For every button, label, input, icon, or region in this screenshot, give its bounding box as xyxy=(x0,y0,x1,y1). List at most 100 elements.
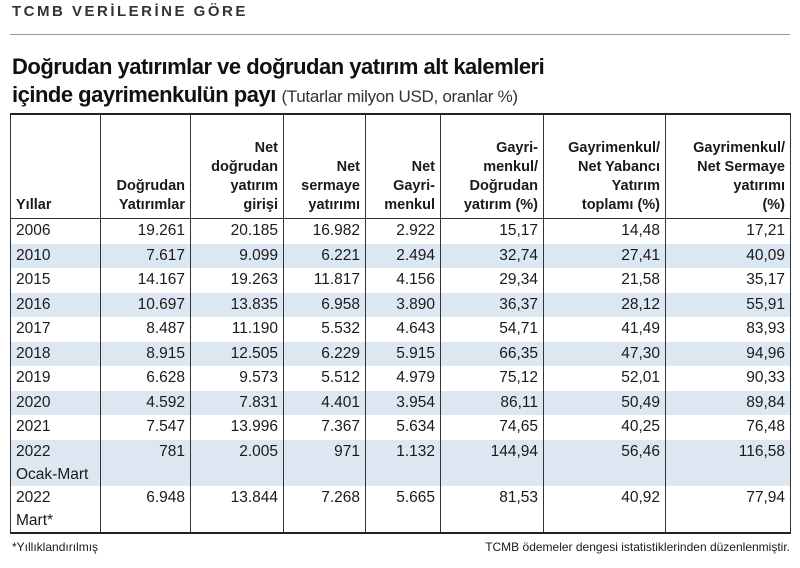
cell-text: (%) xyxy=(762,197,785,213)
cell-text: Doğrudan xyxy=(116,178,185,194)
cell-text: yatırım xyxy=(230,178,278,194)
cell-text: Yıllar xyxy=(16,197,52,213)
cell-text: Mart* xyxy=(16,511,54,529)
value-cell: 47,30 xyxy=(543,341,666,366)
cell-text: girişi xyxy=(243,197,278,213)
value-cell: 11.817 xyxy=(283,268,366,293)
value-cell: 28,12 xyxy=(543,292,666,317)
value-cell: 52,01 xyxy=(543,366,666,391)
value-cell: 8.915 xyxy=(100,341,191,366)
cell-text: yatırım (%) xyxy=(463,197,538,213)
value-cell: 56,46 xyxy=(543,439,666,486)
year-cell: 2018 xyxy=(10,341,101,366)
table-row: 2018 8.915 12.505 6.229 5.915 66,35 47,30 94,96 xyxy=(10,341,791,366)
value-cell: 5.512 xyxy=(283,366,366,391)
value-cell: 5.915 xyxy=(365,341,441,366)
value-cell: 54,71 xyxy=(440,317,544,342)
value-cell: 20.185 xyxy=(190,218,284,244)
value-cell: 76,48 xyxy=(665,415,791,440)
year-cell: 2022 Mart* xyxy=(10,485,101,534)
cell-text: Net xyxy=(336,159,360,175)
value-cell: 4.592 xyxy=(100,390,191,415)
year-cell: 2019 xyxy=(10,366,101,391)
value-cell: 2.005 xyxy=(190,439,284,486)
source: TCMB ödemeler dengesi istatistiklerinden… xyxy=(485,540,790,554)
value-cell: 50,49 xyxy=(543,390,666,415)
year-cell: 2006 xyxy=(10,218,101,244)
divider xyxy=(10,34,790,35)
kicker: TCMB VERİLERİNE GÖRE xyxy=(12,3,248,20)
column-header: Net Gayri-menkul xyxy=(365,113,441,219)
value-cell: 14.167 xyxy=(100,268,191,293)
subtitle: (Tutarlar milyon USD, oranlar %) xyxy=(281,87,518,106)
cell-text: toplamı (%) xyxy=(581,197,660,213)
value-cell: 6.628 xyxy=(100,366,191,391)
value-cell: 55,91 xyxy=(665,292,791,317)
value-cell: 2.922 xyxy=(365,218,441,244)
table-header: Yıllar Doğrudan Yatırımlar Net doğrudan yatır… xyxy=(10,113,791,219)
value-cell: 77,94 xyxy=(665,485,791,534)
table-row: 2006 19.261 20.185 16.982 2.922 15,17 14,48 17,… xyxy=(10,218,791,244)
column-header: Net doğrudan yatırım girişi xyxy=(190,113,284,219)
table-row: 2010 7.617 9.099 6.221 2.494 32,74 27,41 40,09 xyxy=(10,243,791,268)
title: Doğrudan yatırımlar ve doğrudan yatırım … xyxy=(12,54,545,79)
value-cell: 35,17 xyxy=(665,268,791,293)
value-cell: 16.982 xyxy=(283,218,366,244)
cell-text: 2010 xyxy=(16,246,51,264)
value-cell: 13.844 xyxy=(190,485,284,534)
value-cell: 13.835 xyxy=(190,292,284,317)
value-cell: 7.367 xyxy=(283,415,366,440)
value-cell: 7.617 xyxy=(100,243,191,268)
table-row: 2022 Ocak-Mart 781 2.005 971 1.132 144,94 56,46… xyxy=(10,439,791,486)
cell-text: 2006 xyxy=(16,222,51,239)
year-cell: 2021 xyxy=(10,415,101,440)
cell-text: Net Yabancı xyxy=(578,159,660,175)
cell-text: Gayrimenkul/ xyxy=(693,140,785,156)
value-cell: 10.697 xyxy=(100,292,191,317)
value-cell: 14,48 xyxy=(543,218,666,244)
value-cell: 86,11 xyxy=(440,390,544,415)
column-header: Net sermaye yatırımı xyxy=(283,113,366,219)
year-cell: 2017 xyxy=(10,317,101,342)
cell-text: 2015 xyxy=(16,271,51,288)
value-cell: 144,94 xyxy=(440,439,544,486)
value-cell: 781 xyxy=(100,439,191,486)
cell-text: menkul xyxy=(384,197,435,213)
cell-text: Net xyxy=(254,140,278,156)
year-cell: 2020 xyxy=(10,390,101,415)
value-cell: 40,92 xyxy=(543,485,666,534)
column-header: Doğrudan Yatırımlar xyxy=(100,113,191,219)
value-cell: 81,53 xyxy=(440,485,544,534)
cell-text: Gayri- xyxy=(496,140,538,156)
value-cell: 9.099 xyxy=(190,243,284,268)
year-cell: 2010 xyxy=(10,243,101,268)
value-cell: 89,84 xyxy=(665,390,791,415)
year-cell: 2015 xyxy=(10,268,101,293)
column-header: Gayri-menkul/Doğrudan yatırım (%) xyxy=(440,113,544,219)
value-cell: 6.221 xyxy=(283,243,366,268)
value-cell: 971 xyxy=(283,439,366,486)
header-row: Yıllar Doğrudan Yatırımlar Net doğrudan yatır… xyxy=(10,113,791,219)
value-cell: 3.954 xyxy=(365,390,441,415)
value-cell: 4.401 xyxy=(283,390,366,415)
value-cell: 5.665 xyxy=(365,485,441,534)
cell-text: sermaye xyxy=(301,178,360,194)
value-cell: 11.190 xyxy=(190,317,284,342)
table-row: 2019 6.628 9.573 5.512 4.979 75,12 52,01 90,33 xyxy=(10,366,791,391)
cell-text: yatırımı xyxy=(308,197,360,213)
table-row: 2015 14.167 19.263 11.817 4.156 29,34 21,58 35,… xyxy=(10,268,791,293)
value-cell: 74,65 xyxy=(440,415,544,440)
cell-text: Ocak-Mart xyxy=(16,465,89,483)
cell-text: Net Sermaye xyxy=(697,159,785,175)
value-cell: 7.268 xyxy=(283,485,366,534)
cell-text: 2021 xyxy=(16,418,51,435)
value-cell: 17,21 xyxy=(665,218,791,244)
value-cell: 4.643 xyxy=(365,317,441,342)
cell-text: 2016 xyxy=(16,295,51,313)
table-row: 2017 8.487 11.190 5.532 4.643 54,71 41,49 83,93 xyxy=(10,317,791,342)
value-cell: 2.494 xyxy=(365,243,441,268)
value-cell: 15,17 xyxy=(440,218,544,244)
value-cell: 41,49 xyxy=(543,317,666,342)
cell-text: Gayri- xyxy=(393,178,435,194)
